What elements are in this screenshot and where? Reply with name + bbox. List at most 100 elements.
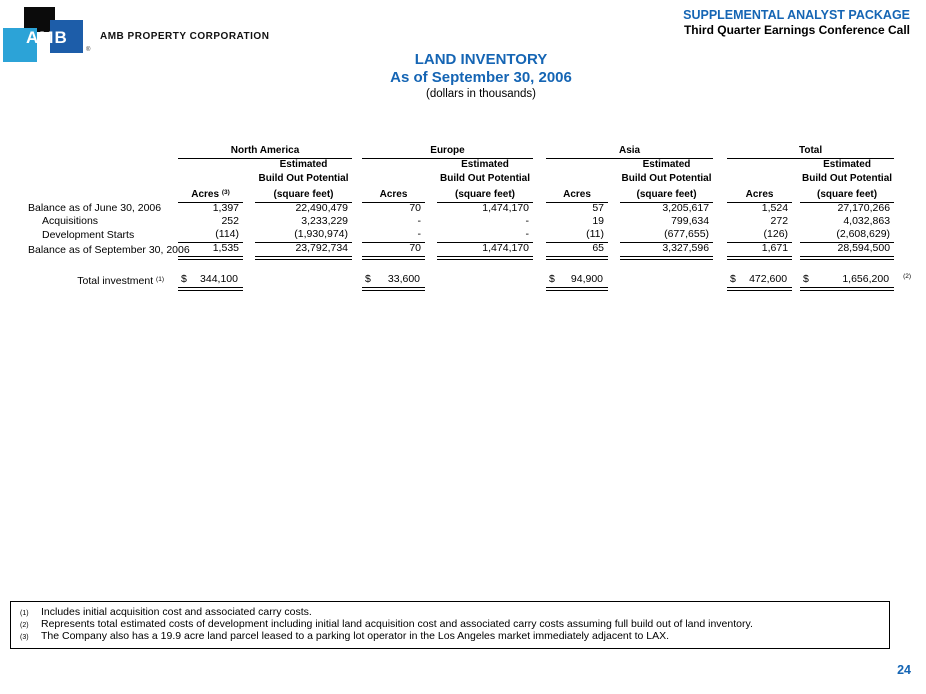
footnote-3: (3) The Company also has a 19.9 acre lan…: [11, 631, 889, 643]
group-header-row: North America Europe Asia Total: [28, 144, 895, 159]
cell: 65: [546, 242, 609, 260]
row-label: Development Starts: [42, 228, 135, 241]
table-row-balance-september: Balance as of September 30, 2006 1,535 2…: [28, 242, 895, 260]
footnote-marker: (2): [20, 622, 29, 629]
cell: 19: [592, 215, 605, 227]
report-header: SUPPLEMENTAL ANALYST PACKAGE Third Quart…: [683, 8, 910, 38]
cell: 1,524: [761, 201, 789, 214]
logo-black-square: [24, 7, 55, 32]
col-header-acres: Acres: [727, 186, 793, 203]
cell: 28,594,500: [800, 242, 895, 260]
units-note: (dollars in thousands): [426, 88, 536, 100]
col-header-square-feet: (square feet): [437, 186, 534, 203]
package-title: SUPPLEMENTAL ANALYST PACKAGE: [683, 8, 910, 22]
spacer-row: [28, 258, 894, 271]
table-row-total-investment: Total investment (1) $344,100 $33,600 $9…: [28, 271, 911, 291]
cell: 4,032,863: [843, 215, 891, 227]
row-label: Balance as of June 30, 2006: [28, 201, 162, 214]
footnote-ref-1: (1): [156, 276, 164, 283]
group-header-europe: Europe: [362, 144, 534, 159]
cell: 70: [409, 201, 422, 214]
footnote-text: Includes initial acquisition cost and as…: [41, 606, 312, 618]
group-header-total: Total: [727, 144, 895, 159]
company-name: AMB PROPERTY CORPORATION: [100, 31, 270, 42]
cell: 70: [362, 242, 426, 260]
footnote-1: (1) Includes initial acquisition cost an…: [11, 607, 889, 619]
cell: (1,930,974): [255, 229, 353, 243]
cell: 1,535: [178, 242, 243, 260]
subheader-row-units: Acres (3) (square feet) Acres (square fe…: [28, 186, 895, 203]
cell: -: [417, 215, 422, 227]
cell: 3,233,229: [301, 215, 349, 227]
col-header-square-feet: (square feet): [620, 186, 714, 203]
footnote-marker: (3): [20, 634, 29, 641]
cell: 1,397: [212, 201, 239, 214]
cell-total-na: $344,100: [178, 271, 243, 291]
cell: -: [525, 215, 530, 227]
table-row-acquisitions: Acquisitions 252 3,233,229 - - 19 799,63…: [28, 216, 894, 230]
footnote-2: (2) Represents total estimated costs of …: [11, 619, 889, 631]
group-header-north-america: North America: [178, 144, 353, 159]
table-row-development-starts: Development Starts (114) (1,930,974) - -…: [28, 228, 895, 243]
cell: 252: [221, 215, 239, 227]
cell: (126): [727, 229, 793, 243]
col-header-build-out: Build Out Potential: [802, 173, 893, 184]
cell-total-buildout-cost: $1,656,200 (2): [800, 271, 911, 291]
dollar-sign: $: [803, 273, 809, 285]
dollar-sign: $: [181, 273, 187, 285]
col-header-build-out: Build Out Potential: [621, 173, 712, 184]
col-header-build-out: Build Out Potential: [258, 173, 349, 184]
col-header-acres: Acres: [362, 186, 426, 203]
table-row-balance-june: Balance as of June 30, 2006 1,397 22,490…: [28, 202, 894, 216]
row-label-total-investment: Total investment (1): [77, 275, 164, 287]
page-title: LAND INVENTORY: [414, 51, 548, 68]
dollar-sign: $: [549, 273, 555, 285]
land-inventory-table: North America Europe Asia Total Estimate…: [28, 144, 911, 291]
footnote-box: (1) Includes initial acquisition cost an…: [10, 601, 890, 649]
col-header-estimated: Estimated: [642, 159, 691, 170]
logo-brand-text: AMB: [26, 28, 68, 47]
registered-mark-icon: ®: [86, 47, 91, 53]
page-title-block: LAND INVENTORY As of September 30, 2006 …: [36, 51, 926, 102]
logo-light-blue-square: [3, 28, 37, 62]
footnote-text: The Company also has a 19.9 acre land pa…: [41, 630, 670, 642]
subheader-row-build-out: Build Out Potential Build Out Potential …: [28, 172, 894, 186]
cell: (2,608,629): [800, 229, 895, 243]
col-header-estimated: Estimated: [279, 159, 328, 170]
col-header-square-feet: (square feet): [255, 186, 353, 203]
logo-dark-blue-square: [50, 20, 83, 53]
row-label: Acquisitions: [42, 215, 99, 227]
cell: 57: [592, 201, 605, 214]
cell-total-all: $472,600: [727, 271, 793, 291]
package-subtitle: Third Quarter Earnings Conference Call: [683, 23, 910, 37]
cell: (114): [178, 229, 243, 243]
cell: 272: [770, 215, 789, 227]
amb-logo: AMB ® AMB PROPERTY CORPORATION: [0, 0, 300, 70]
col-header-build-out: Build Out Potential: [440, 173, 531, 184]
group-header-asia: Asia: [546, 144, 714, 159]
cell-total-asia: $94,900: [546, 271, 609, 291]
col-header-acres: Acres (3): [178, 186, 243, 203]
dollar-sign: $: [365, 273, 371, 285]
cell-total-europe: $33,600: [362, 271, 426, 291]
cell: (677,655): [620, 229, 714, 243]
dollar-sign: $: [730, 273, 736, 285]
col-header-acres: Acres: [546, 186, 609, 203]
cell: 27,170,266: [837, 201, 891, 214]
col-header-square-feet: (square feet): [800, 186, 895, 203]
cell: 23,792,734: [255, 242, 353, 260]
subheader-row-estimated: Estimated Estimated Estimated Estimated: [28, 158, 894, 172]
cell: 22,490,479: [295, 201, 349, 214]
cell: 1,474,170: [482, 201, 530, 214]
footnote-ref-3: (3): [221, 188, 230, 196]
row-label: Balance as of September 30, 2006: [28, 244, 190, 256]
col-header-estimated: Estimated: [461, 159, 509, 170]
page-number: 24: [897, 663, 911, 677]
footnote-ref-2: (2): [903, 273, 912, 280]
cell: 3,327,596: [620, 242, 714, 260]
footnote-marker: (1): [20, 610, 29, 617]
cell: (11): [546, 229, 609, 243]
cell: -: [437, 229, 534, 243]
cell: 799,634: [671, 215, 710, 227]
cell: -: [362, 229, 426, 243]
